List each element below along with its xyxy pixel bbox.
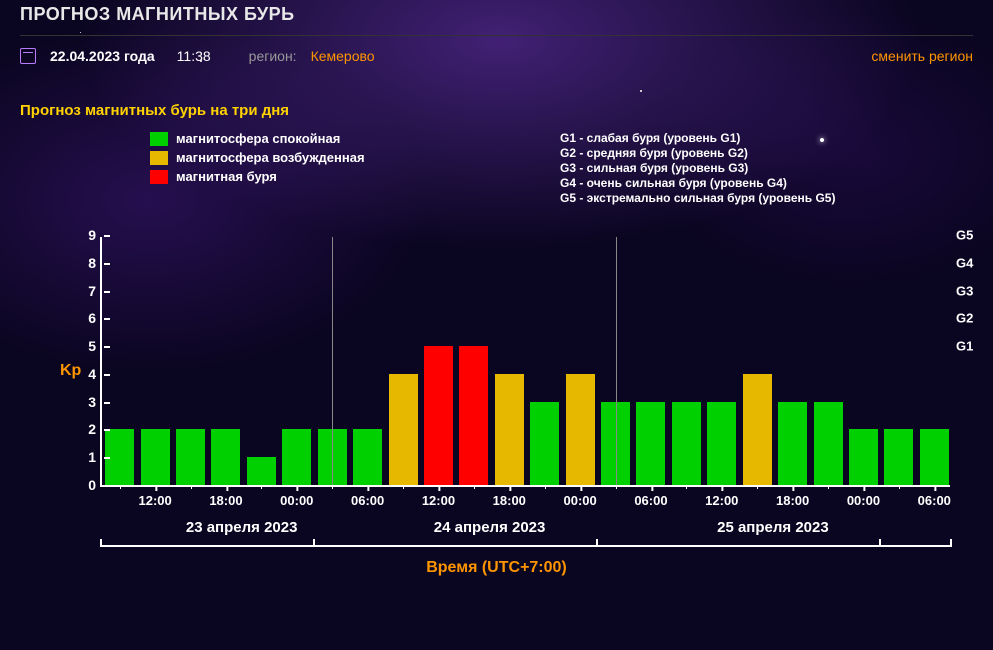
kp-bar <box>920 429 949 485</box>
kp-bar <box>778 402 807 485</box>
kp-bar <box>141 429 170 485</box>
date-axis-line <box>100 545 950 547</box>
plot-area: 0123456789G1G2G3G4G512:0018:0000:0006:00… <box>100 237 950 487</box>
g-scale-item: G3 - сильная буря (уровень G3) <box>560 161 835 175</box>
legend-item: магнитосфера спокойная <box>150 131 365 146</box>
x-tick: 06:00 <box>918 485 951 508</box>
kp-bar <box>495 374 524 485</box>
legend-label: магнитная буря <box>176 169 277 184</box>
kp-bar <box>566 374 595 485</box>
header: ПРОГНОЗ МАГНИТНЫХ БУРЬ 22.04.2023 года 1… <box>0 0 993 84</box>
g-scale-item: G5 - экстремально сильная буря (уровень … <box>560 191 835 205</box>
x-tick: 00:00 <box>280 485 313 508</box>
x-tick: 18:00 <box>493 485 526 508</box>
region-label: регион: <box>249 48 297 64</box>
kp-bar <box>636 402 665 485</box>
kp-bar <box>424 346 453 485</box>
date-label: 24 апреля 2023 <box>434 519 546 536</box>
legend-swatch <box>150 132 168 146</box>
date-label: 25 апреля 2023 <box>717 519 829 536</box>
g-scale-item: G1 - слабая буря (уровень G1) <box>560 131 835 145</box>
x-tick: 12:00 <box>705 485 738 508</box>
date-label: 23 апреля 2023 <box>186 519 298 536</box>
time-text: 11:38 <box>177 48 211 64</box>
kp-bar <box>247 457 276 485</box>
kp-bar <box>282 429 311 485</box>
x-tick: 18:00 <box>209 485 242 508</box>
g-tick: G2 <box>950 311 990 326</box>
y-tick: 9 <box>72 227 102 243</box>
g-tick: G1 <box>950 339 990 354</box>
y-tick: 0 <box>72 477 102 493</box>
y-tick: 8 <box>72 255 102 271</box>
day-divider <box>332 237 333 485</box>
kp-bar <box>849 429 878 485</box>
x-tick: 18:00 <box>776 485 809 508</box>
g-tick: G3 <box>950 283 990 298</box>
kp-bar <box>353 429 382 485</box>
x-tick: 06:00 <box>634 485 667 508</box>
x-tick: 06:00 <box>351 485 384 508</box>
date-text: 22.04.2023 года <box>50 48 155 64</box>
legend-g-scale: G1 - слабая буря (уровень G1)G2 - средня… <box>560 131 835 206</box>
region-value: Кемерово <box>311 48 375 64</box>
g-tick: G5 <box>950 228 990 243</box>
y-tick: 4 <box>72 366 102 382</box>
y-tick: 5 <box>72 338 102 354</box>
kp-bar <box>211 429 240 485</box>
kp-bar <box>459 346 488 485</box>
y-tick: 6 <box>72 310 102 326</box>
x-tick: 12:00 <box>422 485 455 508</box>
kp-bar <box>743 374 772 485</box>
kp-bar <box>530 402 559 485</box>
kp-bar <box>672 402 701 485</box>
legend-swatch <box>150 151 168 165</box>
y-tick: 1 <box>72 449 102 465</box>
g-tick: G4 <box>950 255 990 270</box>
kp-bar <box>814 402 843 485</box>
legend-item: магнитосфера возбужденная <box>150 150 365 165</box>
kp-bar <box>707 402 736 485</box>
y-tick: 2 <box>72 421 102 437</box>
legend-label: магнитосфера спокойная <box>176 131 340 146</box>
g-scale-item: G2 - средняя буря (уровень G2) <box>560 146 835 160</box>
day-divider <box>616 237 617 485</box>
legend-swatch <box>150 170 168 184</box>
legend-item: магнитная буря <box>150 169 365 184</box>
chart-container: магнитосфера спокойная магнитосфера возбу… <box>20 127 973 617</box>
y-tick: 3 <box>72 394 102 410</box>
page-title: ПРОГНОЗ МАГНИТНЫХ БУРЬ <box>20 0 973 36</box>
g-scale-item: G4 - очень сильная буря (уровень G4) <box>560 176 835 190</box>
x-axis-title: Время (UTC+7:00) <box>20 559 973 577</box>
y-tick: 7 <box>72 283 102 299</box>
legend-label: магнитосфера возбужденная <box>176 150 365 165</box>
subtitle: Прогноз магнитных бурь на три дня <box>0 84 993 127</box>
x-tick: 00:00 <box>564 485 597 508</box>
legend-colors: магнитосфера спокойная магнитосфера возбу… <box>150 131 365 188</box>
date-labels-row: 23 апреля 2023 24 апреля 2023 25 апреля 20… <box>100 519 950 543</box>
kp-bar <box>176 429 205 485</box>
x-tick: 12:00 <box>139 485 172 508</box>
kp-bar <box>389 374 418 485</box>
kp-bar <box>884 429 913 485</box>
calendar-icon <box>20 48 36 64</box>
change-region-link[interactable]: сменить регион <box>871 48 973 64</box>
info-row: 22.04.2023 года 11:38 регион: Кемерово с… <box>20 36 973 76</box>
x-tick: 00:00 <box>847 485 880 508</box>
